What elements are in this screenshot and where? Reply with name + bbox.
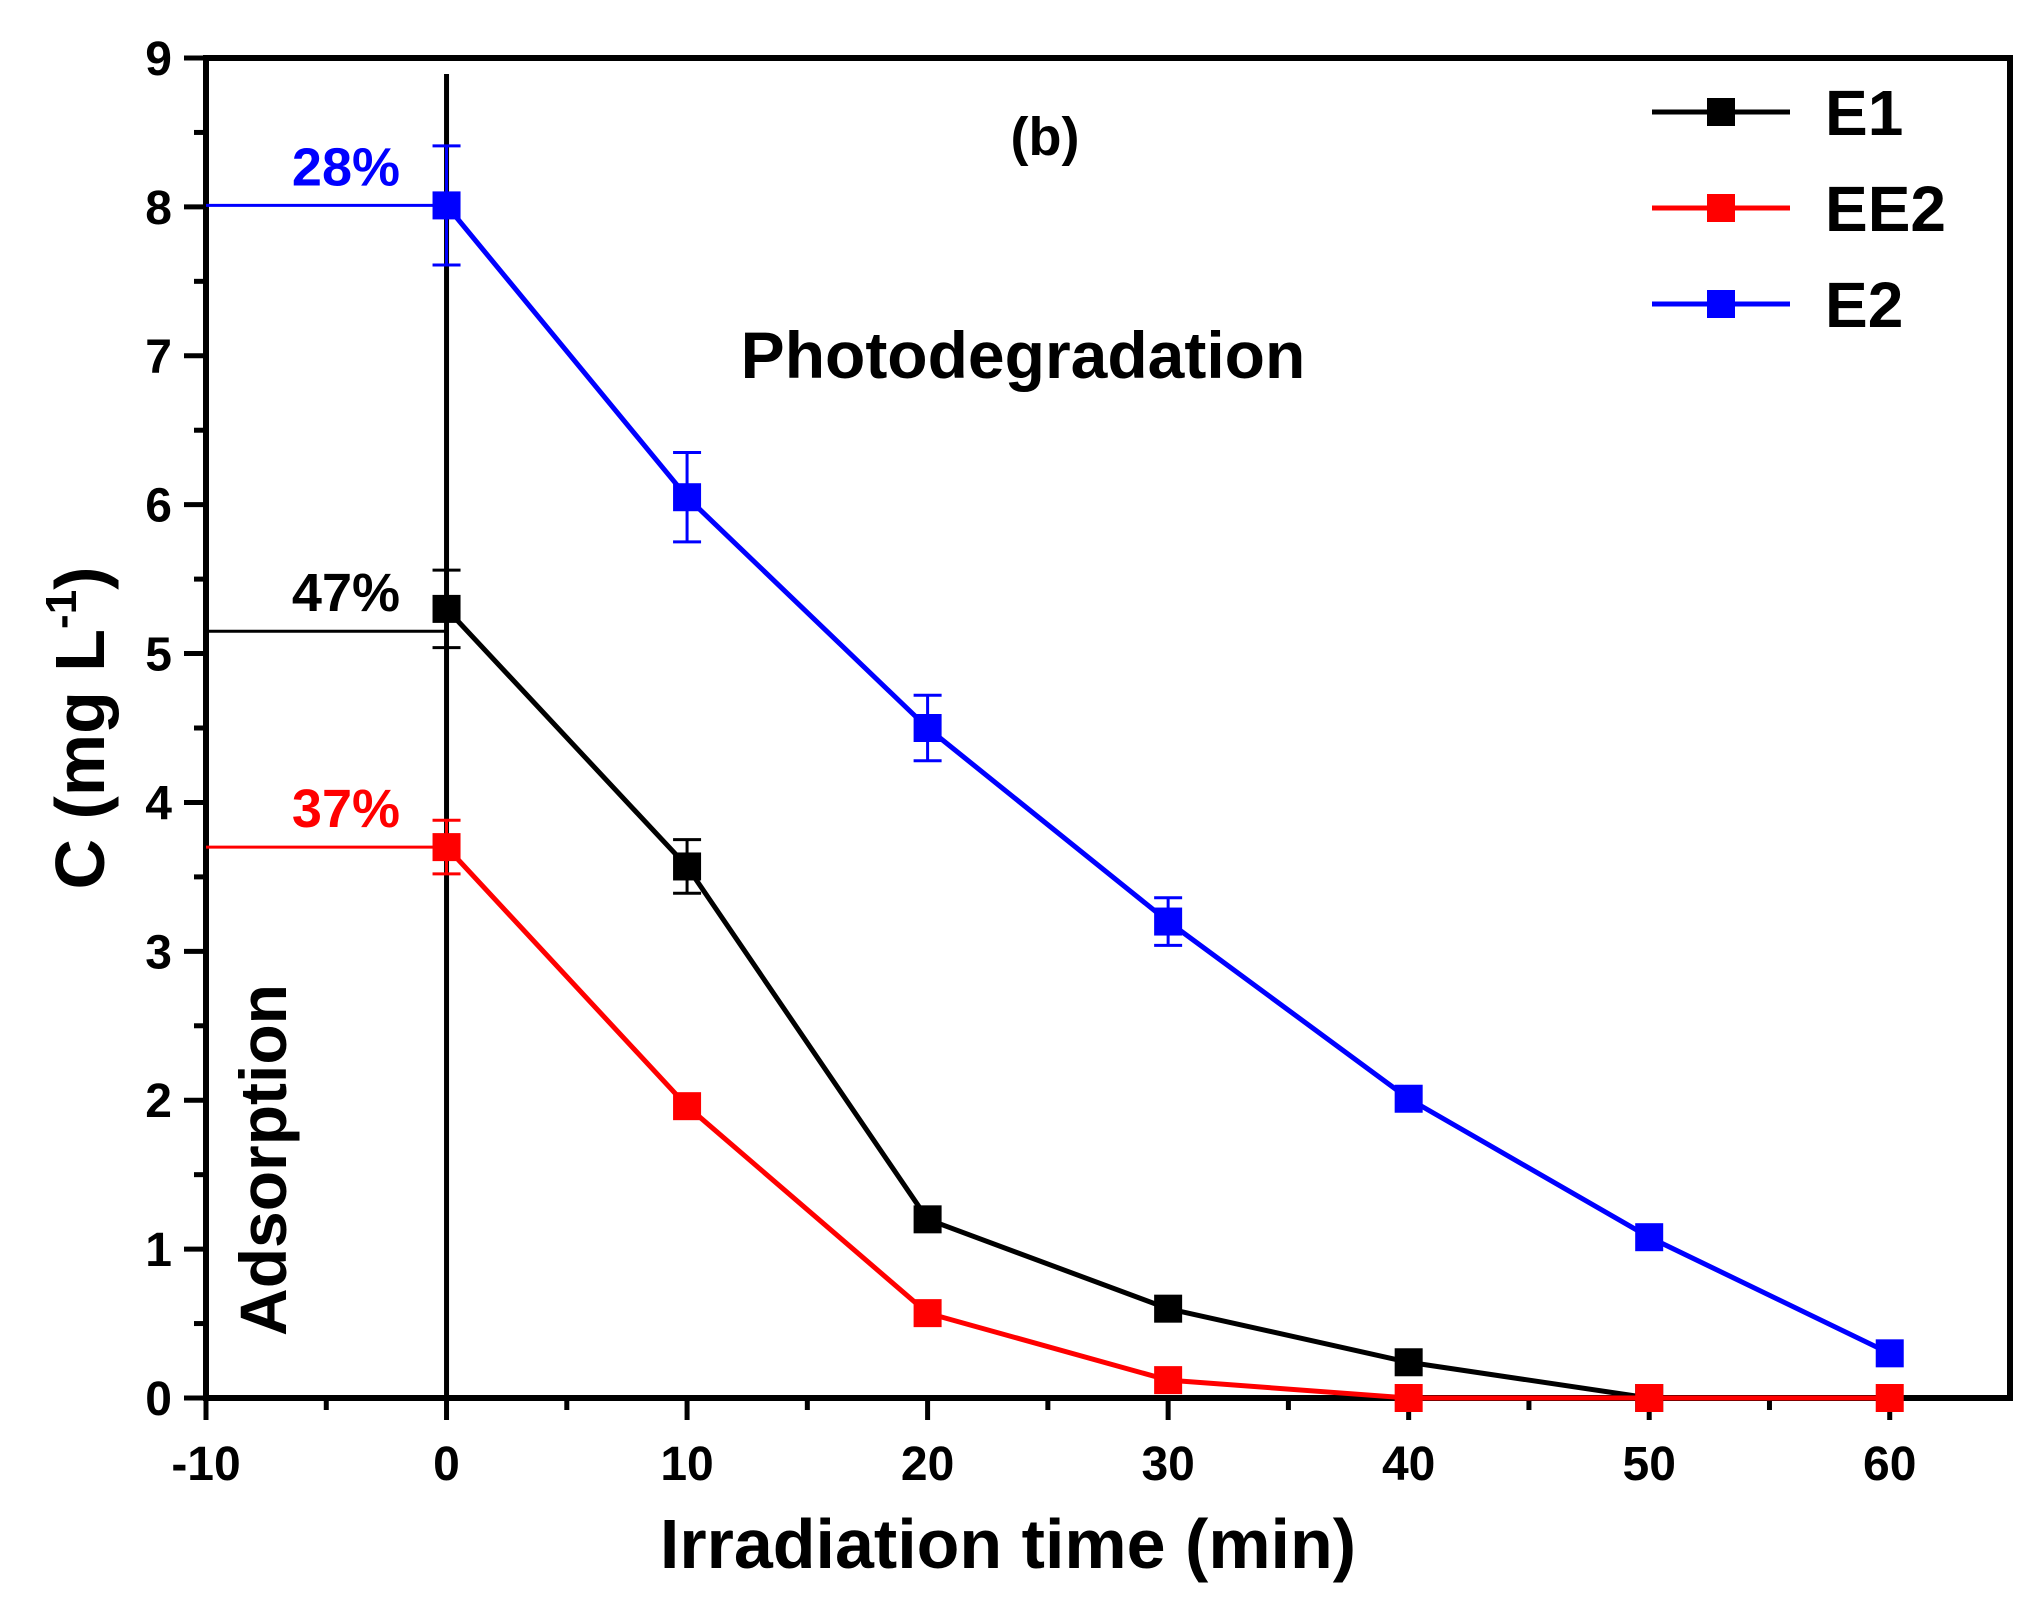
y-tick-label: 8 xyxy=(145,182,172,235)
y-tick-label: 5 xyxy=(145,629,172,682)
percentage-label: 37% xyxy=(292,779,400,839)
data-point-ee2 xyxy=(913,1299,942,1328)
y-axis-title-superscript: -1 xyxy=(37,590,86,629)
y-axis-title: C (mg L-1) xyxy=(37,567,119,890)
y-tick-label: 6 xyxy=(145,480,172,533)
data-point-e1 xyxy=(913,1205,942,1234)
y-axis-title-close: ) xyxy=(41,567,119,590)
x-tick-label: 50 xyxy=(1623,1438,1676,1491)
x-tick-label: 0 xyxy=(433,1438,460,1491)
series-e2 xyxy=(432,144,1904,1368)
x-tick-label: 40 xyxy=(1382,1438,1435,1491)
data-point-e2 xyxy=(1875,1339,1904,1368)
y-tick-label: 9 xyxy=(145,33,172,86)
data-point-ee2 xyxy=(1154,1366,1183,1395)
series-layer xyxy=(432,144,1904,1412)
legend: E1 EE2 E2 xyxy=(1652,77,1946,341)
x-tick-label: 30 xyxy=(1141,1438,1194,1491)
legend-marker xyxy=(1707,98,1735,126)
data-point-e1 xyxy=(1394,1348,1423,1377)
percentage-label: 47% xyxy=(292,563,400,623)
data-point-e2 xyxy=(432,191,461,220)
x-tick-label: 20 xyxy=(901,1438,954,1491)
adsorption-label: Adsorption xyxy=(226,984,300,1336)
y-tick-label: 2 xyxy=(145,1075,172,1128)
series-e1 xyxy=(432,568,1664,1412)
data-point-e1 xyxy=(673,852,702,881)
data-point-ee2 xyxy=(432,833,461,862)
y-tick-label: 1 xyxy=(145,1224,172,1277)
data-point-ee2 xyxy=(1635,1384,1664,1412)
x-axis-title: Irradiation time (min) xyxy=(660,1505,1356,1583)
data-point-e2 xyxy=(1394,1084,1423,1113)
data-point-e2 xyxy=(913,714,942,742)
panel-label: (b) xyxy=(1011,107,1080,167)
legend-label: EE2 xyxy=(1825,173,1946,245)
x-tick-label: -10 xyxy=(171,1438,240,1491)
photodegradation-label: Photodegradation xyxy=(741,318,1306,392)
legend-label: E2 xyxy=(1825,269,1903,341)
data-point-ee2 xyxy=(1394,1384,1423,1412)
y-tick-label: 4 xyxy=(145,777,172,830)
legend-marker xyxy=(1707,290,1735,318)
reference-lines-layer: 47% 37% 28% xyxy=(206,137,447,849)
y-tick-label: 7 xyxy=(145,331,172,384)
x-tick-label: 10 xyxy=(660,1438,713,1491)
y-axis-title-main: C (mg L xyxy=(41,629,119,890)
data-point-ee2 xyxy=(1875,1384,1904,1412)
percentage-label: 28% xyxy=(292,137,400,197)
data-point-ee2 xyxy=(673,1092,702,1121)
legend-label: E1 xyxy=(1825,77,1903,149)
legend-marker xyxy=(1707,194,1735,222)
series-ee2 xyxy=(432,818,1904,1412)
series-line-e1 xyxy=(444,607,1650,1401)
data-point-e2 xyxy=(673,483,702,512)
data-point-e1 xyxy=(432,594,461,623)
data-point-e2 xyxy=(1154,907,1183,936)
data-point-e2 xyxy=(1635,1223,1664,1252)
plot-frame xyxy=(203,55,2013,1401)
y-tick-label: 0 xyxy=(145,1373,172,1426)
x-tick-label: 60 xyxy=(1863,1438,1916,1491)
y-tick-label: 3 xyxy=(145,926,172,979)
data-point-e1 xyxy=(1154,1294,1183,1323)
ticks-layer: -10 0 10 20 30 40 50 60 0 1 2 3 4 5 6 7 8 9 xyxy=(145,33,1916,1491)
